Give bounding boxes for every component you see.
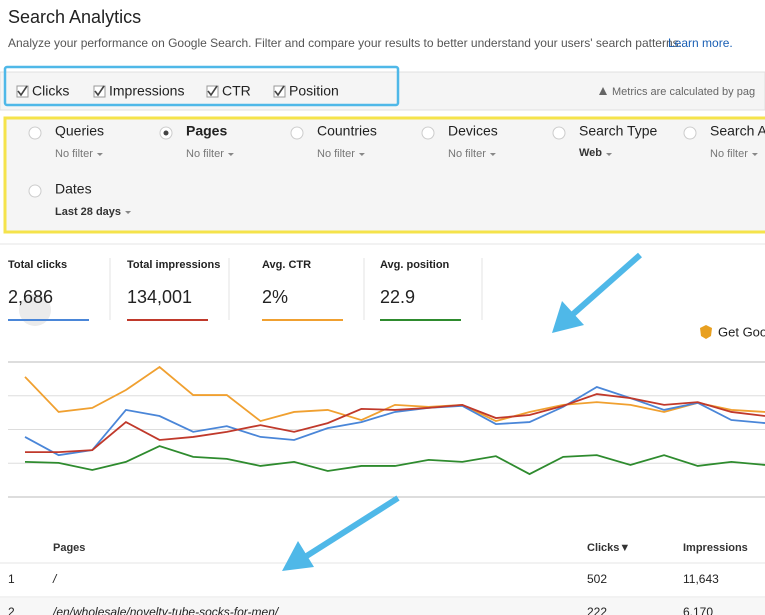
dimension-label[interactable]: Pages [186, 123, 227, 139]
checkmark [207, 85, 218, 97]
dimension-label[interactable]: Search Type [579, 123, 658, 139]
toggle-label[interactable]: Position [289, 83, 339, 99]
page-title: Search Analytics [8, 7, 141, 27]
column-header[interactable]: Clicks▼ [587, 542, 630, 554]
trend-chart [8, 361, 765, 498]
radio[interactable] [28, 126, 42, 140]
table-cell: 1 [8, 572, 15, 586]
filter-dropdown[interactable]: No filter [448, 148, 486, 160]
toggle-label[interactable]: CTR [222, 83, 251, 99]
dimension-label[interactable]: Queries [55, 123, 104, 139]
promo-link[interactable]: Get Goo [718, 324, 765, 339]
table-cell[interactable]: /en/wholesale/novelty-tube-socks-for-men… [52, 605, 280, 615]
caret [125, 211, 132, 214]
trend-line [25, 393, 765, 454]
trend-line [24, 385, 765, 457]
radio[interactable] [683, 126, 697, 140]
table-cell: 502 [587, 572, 607, 586]
warning-icon [599, 87, 607, 95]
nav-button[interactable] [19, 294, 51, 326]
column-header: Pages [53, 542, 85, 554]
caret [751, 153, 758, 156]
dimension-box [3, 116, 765, 234]
caret [489, 153, 496, 156]
promo-icon [700, 325, 712, 339]
dimension-label[interactable]: Search A [710, 123, 765, 139]
caret [96, 153, 103, 156]
checkmark [17, 85, 28, 97]
caret [606, 153, 613, 156]
arrow [282, 252, 642, 571]
row-bg [0, 598, 765, 615]
description: Analyze your performance on Google Searc… [8, 36, 682, 50]
trend-line [24, 365, 765, 423]
dimension-label[interactable]: Devices [448, 123, 498, 139]
total-label: Total impressions [127, 259, 220, 271]
dimension-label[interactable]: Countries [317, 123, 377, 139]
notice: Metrics are calculated by pag [612, 86, 755, 98]
toggle-label[interactable]: Impressions [109, 83, 184, 99]
filter-dropdown[interactable]: Last 28 days [55, 206, 121, 218]
highlight-box [3, 65, 400, 107]
filter-dropdown[interactable]: No filter [317, 148, 355, 160]
learn-more-link[interactable]: Learn more. [668, 36, 733, 50]
filter-dropdown[interactable]: No filter [55, 148, 93, 160]
total-label: Total clicks [8, 259, 67, 271]
table-cell: 2 [8, 605, 15, 615]
dimension-label[interactable]: Dates [55, 181, 92, 197]
radio[interactable] [552, 126, 566, 140]
caret [227, 153, 234, 156]
toggle-label[interactable]: Clicks [32, 83, 69, 99]
total-value: 22.9 [380, 287, 415, 307]
filter-dropdown[interactable]: Web [579, 147, 602, 159]
table-cell[interactable]: / [52, 572, 58, 586]
total-label: Avg. position [380, 259, 450, 271]
radio[interactable] [28, 184, 42, 198]
caret [358, 153, 365, 156]
toolbar [0, 71, 765, 111]
checkmark [94, 85, 105, 97]
table-cell: 11,643 [683, 572, 719, 586]
column-header[interactable]: Impressions [683, 542, 748, 554]
filter-dropdown[interactable]: No filter [186, 148, 224, 160]
trend-line [24, 445, 765, 476]
radio-dot [163, 130, 169, 136]
table-cell: 6,170 [683, 605, 713, 615]
total-label: Avg. CTR [262, 259, 311, 271]
radio[interactable] [290, 126, 304, 140]
checkmark [274, 85, 285, 97]
radio[interactable] [421, 126, 435, 140]
total-value: 2% [262, 287, 288, 307]
total-value: 134,001 [127, 287, 192, 307]
total-value: 2,686 [8, 287, 53, 307]
filter-dropdown[interactable]: No filter [710, 148, 748, 160]
table-cell: 222 [587, 605, 607, 615]
